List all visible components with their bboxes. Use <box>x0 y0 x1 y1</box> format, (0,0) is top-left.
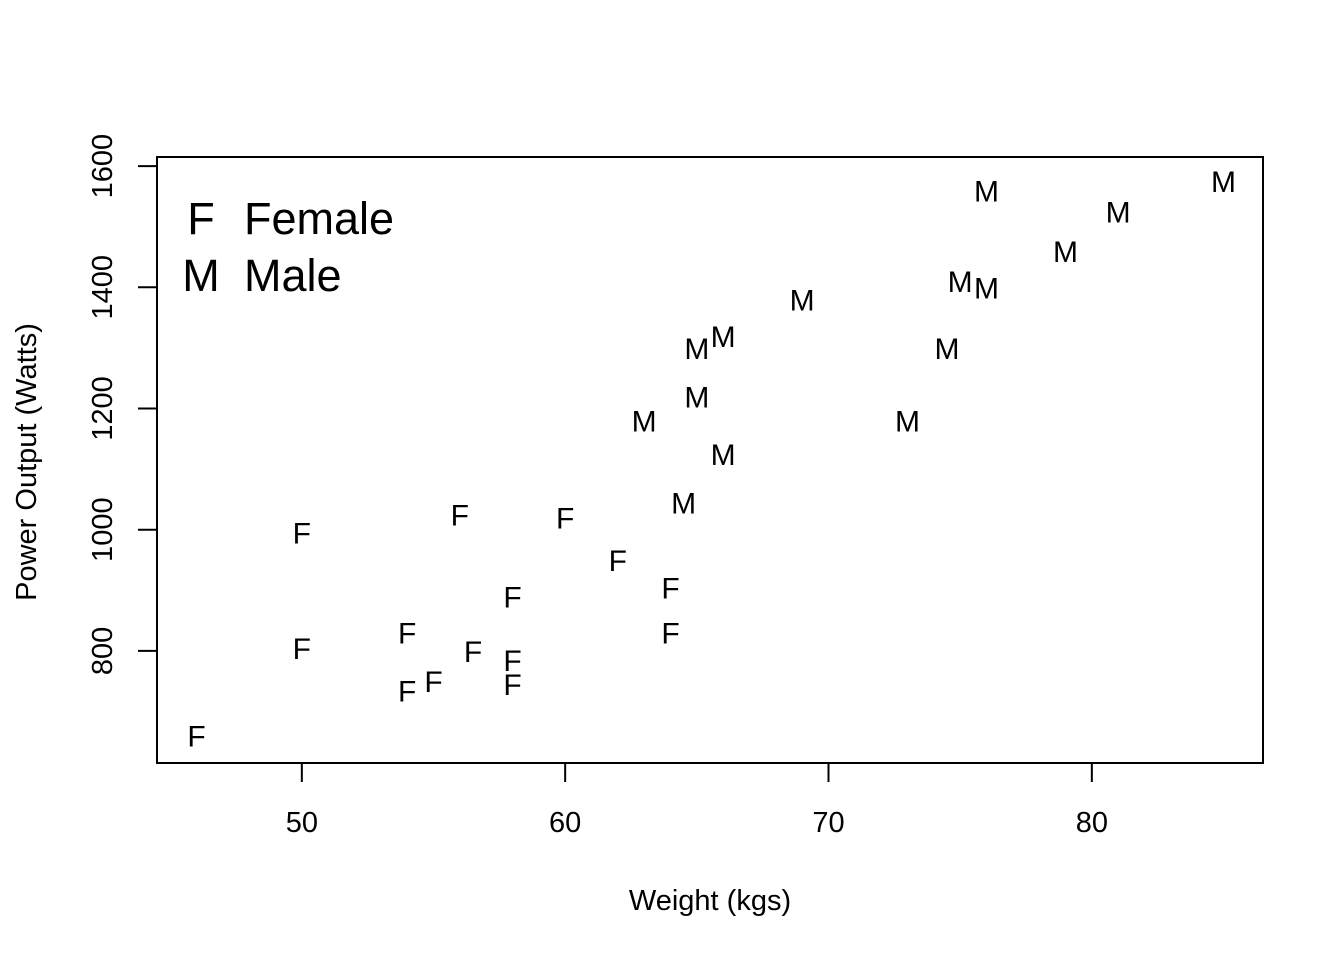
male-point: M <box>711 439 736 472</box>
male-point: M <box>632 406 657 439</box>
y-tick-label: 1400 <box>87 255 119 320</box>
legend-symbol: F <box>187 193 215 244</box>
male-point: M <box>711 321 736 354</box>
y-tick-label: 1000 <box>87 497 119 562</box>
male-point: M <box>935 333 960 366</box>
female-point: F <box>503 645 521 678</box>
male-point: M <box>790 284 815 317</box>
legend-symbol: M <box>182 250 220 301</box>
legend: F Female M Male <box>182 193 394 301</box>
x-axis-title: Weight (kgs) <box>629 885 791 917</box>
male-point: M <box>684 381 709 414</box>
female-point: F <box>661 572 679 605</box>
female-point: F <box>293 633 311 666</box>
y-tick-label: 800 <box>87 627 119 675</box>
female-point: F <box>503 669 521 702</box>
female-point: F <box>661 618 679 651</box>
male-point: M <box>1053 236 1078 269</box>
female-point: F <box>398 675 416 708</box>
x-tick-label: 50 <box>286 807 318 839</box>
female-point: F <box>609 545 627 578</box>
y-tick-label: 1600 <box>87 134 119 199</box>
male-point: M <box>684 333 709 366</box>
male-point: M <box>671 487 696 520</box>
female-point: F <box>424 666 442 699</box>
female-point: F <box>398 618 416 651</box>
male-point: M <box>948 266 973 299</box>
y-axis: 800 1000 1200 1400 1600 <box>87 134 158 675</box>
male-point: M <box>895 406 920 439</box>
x-tick-label: 60 <box>549 807 581 839</box>
male-point: M <box>974 175 999 208</box>
female-point: F <box>464 636 482 669</box>
y-axis-title: Power Output (Watts) <box>11 323 43 601</box>
x-tick-label: 70 <box>812 807 844 839</box>
female-point: F <box>293 518 311 551</box>
x-axis: 50 60 70 80 <box>286 762 1108 839</box>
male-point: M <box>974 272 999 305</box>
female-point: F <box>451 500 469 533</box>
x-tick-label: 80 <box>1076 807 1108 839</box>
legend-label: Male <box>244 250 342 301</box>
male-point: M <box>1106 197 1131 230</box>
male-point: M <box>1211 166 1236 199</box>
female-point: F <box>187 721 205 754</box>
female-point: F <box>556 503 574 536</box>
female-point: F <box>503 581 521 614</box>
y-tick-label: 1200 <box>87 376 119 441</box>
legend-label: Female <box>244 193 394 244</box>
